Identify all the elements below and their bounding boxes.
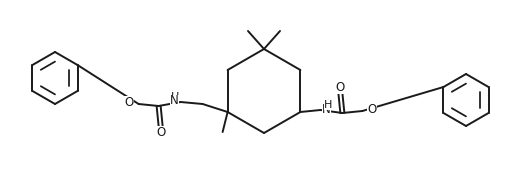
Text: H: H (324, 100, 333, 110)
Text: N: N (170, 94, 178, 108)
Text: O: O (367, 102, 376, 116)
Text: O: O (156, 126, 165, 139)
Text: O: O (125, 96, 134, 108)
Text: N: N (323, 102, 331, 116)
Text: H: H (171, 92, 179, 102)
Text: O: O (336, 80, 345, 94)
